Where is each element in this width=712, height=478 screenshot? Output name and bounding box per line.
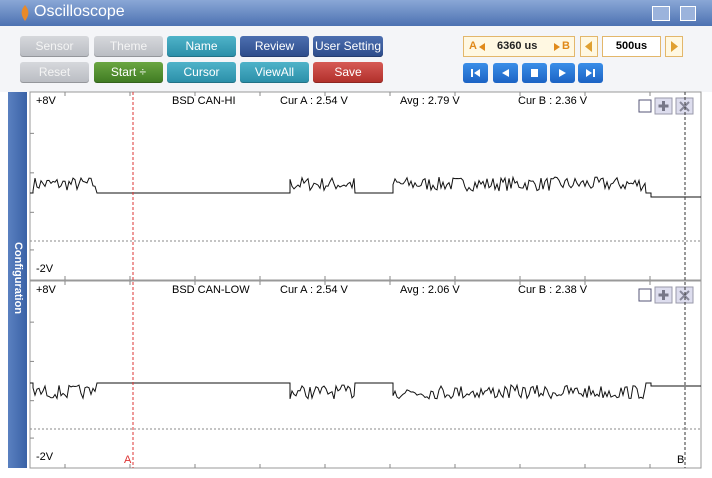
menu-button[interactable] <box>680 6 696 21</box>
start-button[interactable]: Start ÷ <box>94 62 163 83</box>
plot-frame <box>29 280 702 469</box>
min-label: -2V <box>36 263 54 275</box>
side-tab-label: Configuration <box>12 241 24 315</box>
checkbox <box>638 99 652 113</box>
checkbox <box>638 288 652 302</box>
arrow-icon <box>585 41 592 52</box>
cur-b: Cur B : 2.38 V <box>518 284 588 296</box>
arrow-icon <box>671 41 678 52</box>
stop-button[interactable] <box>522 63 547 83</box>
channel-name: BSD CAN-HI <box>172 95 236 107</box>
toolbar: Sensor Theme Name Review User Setting Re… <box>0 26 712 92</box>
name-button[interactable]: Name <box>167 36 236 57</box>
min-label: -2V <box>36 451 54 463</box>
cursor-readout: A 6360 us B <box>463 36 575 57</box>
user-setting-button[interactable]: User Setting <box>313 36 383 57</box>
max-label: +8V <box>36 284 57 296</box>
last-button[interactable] <box>578 63 603 83</box>
next-button[interactable] <box>550 63 575 83</box>
close <box>675 286 694 304</box>
sensor-button[interactable]: Sensor <box>20 36 89 57</box>
channel-name: BSD CAN-LOW <box>172 284 250 296</box>
avg: Avg : 2.79 V <box>400 95 460 107</box>
arrow-icon <box>479 43 485 51</box>
icon <box>531 69 538 77</box>
prev-button[interactable] <box>493 63 518 83</box>
close <box>675 97 694 115</box>
cursor-a-label: A <box>124 454 132 466</box>
cur-b: Cur B : 2.36 V <box>518 95 588 107</box>
max-label: +8V <box>36 95 57 107</box>
time-increase[interactable] <box>665 36 683 57</box>
cur-a: Cur A : 2.54 V <box>280 284 349 296</box>
readout-a: A <box>469 40 477 52</box>
review-button[interactable]: Review <box>240 36 309 57</box>
first-button[interactable] <box>463 63 488 83</box>
time-div: 500us <box>602 36 661 57</box>
title-bar: Oscilloscope <box>0 0 712 26</box>
cur-a: Cur A : 2.54 V <box>280 95 349 107</box>
zoom-in <box>654 97 673 115</box>
icon <box>679 290 690 301</box>
cursor-button[interactable]: Cursor <box>167 62 236 83</box>
waveform <box>30 175 701 198</box>
cursor-b-label: B <box>677 454 684 466</box>
theme-button[interactable]: Theme <box>94 36 163 57</box>
restore-button[interactable] <box>652 6 670 21</box>
window-title: Oscilloscope <box>34 3 125 20</box>
reset-button[interactable]: Reset <box>20 62 89 83</box>
app-icon <box>21 5 29 21</box>
waveform <box>30 382 701 401</box>
icon <box>559 69 566 77</box>
icon <box>502 69 509 77</box>
icon <box>679 101 690 112</box>
icon <box>658 101 669 111</box>
zoom-in <box>654 286 673 304</box>
icon <box>658 290 669 300</box>
readout-value: 6360 us <box>497 40 538 52</box>
save-button[interactable]: Save <box>313 62 383 83</box>
time-decrease[interactable] <box>580 36 598 57</box>
plot-frame <box>29 91 702 281</box>
viewall-button[interactable]: ViewAll <box>240 62 309 83</box>
avg: Avg : 2.06 V <box>400 284 460 296</box>
readout-b: B <box>562 40 570 52</box>
arrow-icon <box>554 43 560 51</box>
icon <box>471 69 480 77</box>
side-tab[interactable]: Configuration <box>8 92 27 468</box>
icon <box>586 69 595 77</box>
